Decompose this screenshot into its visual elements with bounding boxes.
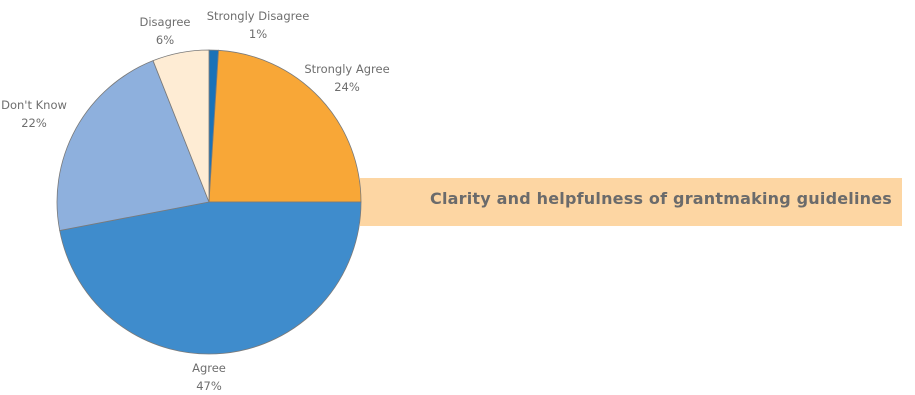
value-label-don-t-know: 22% [21,116,47,130]
value-label-strongly-disagree: 1% [249,27,267,41]
title-band [360,178,902,226]
label-disagree: Disagree [139,15,190,29]
slice-agree [59,201,362,355]
slice-disagree [152,49,210,203]
value-label-strongly-agree: 24% [334,80,360,94]
slice-don-t-know [56,60,210,231]
label-strongly-disagree: Strongly Disagree [207,9,310,23]
slice-strongly-agree [208,49,362,203]
chart-title: Clarity and helpfulness of grantmaking g… [430,189,893,208]
value-label-disagree: 6% [156,33,174,47]
label-agree: Agree [192,361,226,375]
label-don-t-know: Don't Know [1,98,67,112]
value-label-agree: 47% [196,379,222,393]
label-strongly-agree: Strongly Agree [304,62,389,76]
